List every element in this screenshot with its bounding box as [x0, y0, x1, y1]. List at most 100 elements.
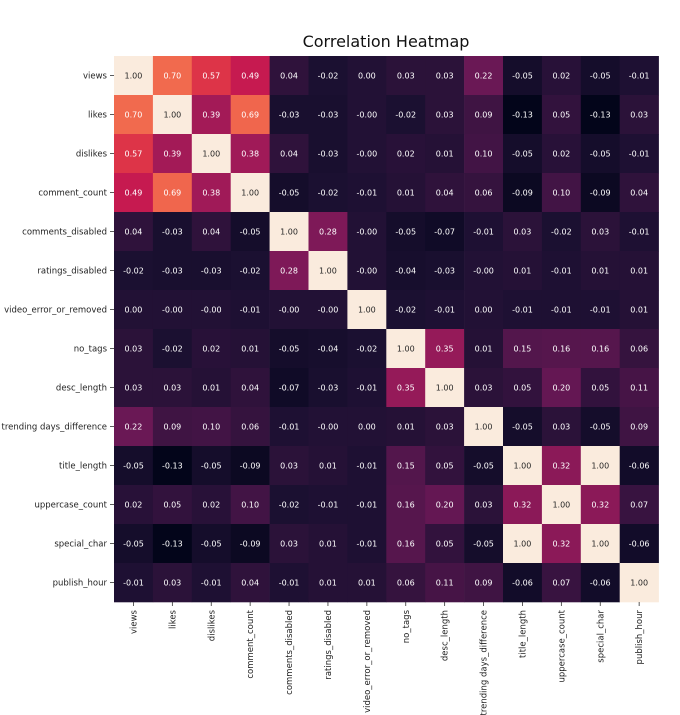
- heatmap-cell: [152, 407, 193, 447]
- cell-value-label: 0.03: [397, 72, 415, 81]
- heatmap-cell: [580, 524, 620, 564]
- cell-value-label: 0.03: [552, 423, 570, 432]
- heatmap-cell: [230, 251, 270, 291]
- heatmap-cell: [503, 368, 543, 408]
- y-tick-label: publish_hour: [53, 579, 108, 589]
- heatmap-cell: [152, 173, 193, 213]
- heatmap-cell: [425, 95, 465, 135]
- cell-value-label: -0.09: [240, 462, 261, 471]
- cell-value-label: 0.01: [591, 267, 609, 276]
- cell-value-label: 1.00: [475, 423, 493, 432]
- cell-value-label: 0.10: [475, 150, 493, 159]
- cell-value-label: -0.05: [590, 423, 611, 432]
- heatmap-cell: [425, 251, 465, 291]
- cell-value-label: 0.05: [552, 111, 570, 120]
- cell-value-label: -0.00: [201, 306, 222, 315]
- heatmap-cell: [114, 134, 154, 174]
- cell-value-label: 0.01: [630, 306, 648, 315]
- cell-value-label: 0.38: [202, 189, 220, 198]
- cell-value-label: 0.03: [475, 384, 493, 393]
- heatmap-cell: [580, 407, 620, 447]
- cell-value-label: 0.03: [436, 423, 454, 432]
- cell-value-label: -0.01: [240, 306, 261, 315]
- heatmap-cell: [269, 56, 309, 96]
- cell-value-label: -0.00: [473, 267, 494, 276]
- cell-value-label: -0.01: [551, 306, 572, 315]
- heatmap-cells: 1.00 0.70 0.57 0.49 0.04 -0.02 0.00 0.03 0.03 0.2…: [114, 56, 659, 603]
- cell-value-label: -0.02: [395, 111, 416, 120]
- cell-value-label: -0.02: [318, 72, 339, 81]
- cell-value-label: 1.00: [319, 267, 337, 276]
- heatmap-cell: [619, 446, 659, 486]
- heatmap-cell: [308, 368, 348, 408]
- heatmap-cell: [425, 134, 465, 174]
- heatmap-cell: [580, 56, 620, 96]
- heatmap-cell: [425, 368, 465, 408]
- cell-value-label: -0.04: [318, 345, 339, 354]
- heatmap-cell: [230, 134, 270, 174]
- heatmap-cell: [308, 485, 348, 525]
- heatmap-cell: [347, 56, 387, 96]
- heatmap-cell: [503, 251, 543, 291]
- heatmap-cell: [191, 212, 231, 252]
- x-tick-label: video_error_or_removed: [363, 610, 373, 713]
- cell-value-label: -0.01: [123, 579, 144, 588]
- cell-value-label: 0.03: [280, 462, 298, 471]
- cell-value-label: 0.57: [202, 72, 220, 81]
- heatmap-cell: [191, 329, 231, 369]
- cell-value-label: 0.02: [125, 501, 143, 510]
- heatmap-cell: [152, 329, 193, 369]
- heatmap-cell: [541, 329, 582, 369]
- cell-value-label: 0.03: [125, 384, 143, 393]
- heatmap-cell: [269, 407, 309, 447]
- heatmap-cell: [114, 368, 154, 408]
- heatmap-cell: [152, 95, 193, 135]
- x-tick-labels: views likes dislikes comment_count comments_…: [129, 602, 645, 715]
- cell-value-label: -0.03: [318, 150, 339, 159]
- heatmap-cell: [541, 95, 582, 135]
- cell-value-label: 1.00: [591, 540, 609, 549]
- cell-value-label: -0.03: [318, 384, 339, 393]
- cell-value-label: 0.32: [514, 501, 532, 510]
- heatmap-cell: [425, 563, 465, 603]
- cell-value-label: 0.04: [202, 228, 220, 237]
- cell-value-label: 0.70: [163, 72, 181, 81]
- cell-value-label: -0.01: [629, 72, 650, 81]
- heatmap-cell: [386, 95, 426, 135]
- heatmap-cell: [114, 95, 154, 135]
- heatmap-cell: [464, 290, 504, 330]
- cell-value-label: 0.01: [202, 384, 220, 393]
- heatmap-cell: [503, 173, 543, 213]
- heatmap-cell: [541, 563, 582, 603]
- cell-value-label: -0.05: [473, 462, 494, 471]
- cell-value-label: 0.03: [591, 228, 609, 237]
- heatmap-cell: [230, 329, 270, 369]
- cell-value-label: -0.05: [240, 228, 261, 237]
- heatmap-cell: [503, 563, 543, 603]
- cell-value-label: -0.06: [590, 579, 611, 588]
- cell-value-label: 0.05: [514, 384, 532, 393]
- cell-value-label: 0.09: [475, 579, 493, 588]
- cell-value-label: -0.01: [356, 189, 377, 198]
- heatmap-cell: [114, 563, 154, 603]
- heatmap-cell: [308, 407, 348, 447]
- cell-value-label: 0.06: [475, 189, 493, 198]
- heatmap-cell: [386, 290, 426, 330]
- heatmap-cell: [464, 134, 504, 174]
- heatmap-cell: [619, 368, 659, 408]
- cell-value-label: 1.00: [202, 150, 220, 159]
- cell-value-label: 0.09: [630, 423, 648, 432]
- heatmap-cell: [152, 563, 193, 603]
- cell-value-label: 0.00: [358, 423, 376, 432]
- cell-value-label: 1.00: [125, 72, 143, 81]
- heatmap-cell: [191, 563, 231, 603]
- heatmap-cell: [503, 329, 543, 369]
- x-tick-label: views: [129, 609, 139, 634]
- cell-value-label: 0.02: [202, 501, 220, 510]
- heatmap-cell: [619, 485, 659, 525]
- y-tick-label: trending days_difference: [2, 423, 107, 433]
- cell-value-label: 0.04: [241, 579, 259, 588]
- heatmap-cell: [269, 563, 309, 603]
- cell-value-label: 0.04: [125, 228, 143, 237]
- heatmap-cell: [425, 485, 465, 525]
